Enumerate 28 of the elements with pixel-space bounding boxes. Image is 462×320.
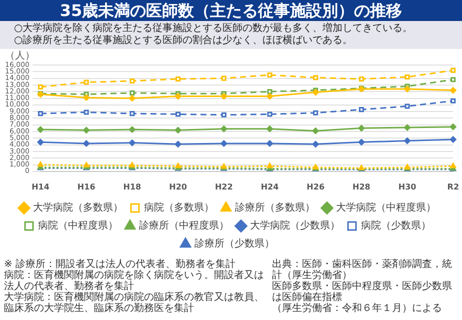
legend-label: 大学病院（少数県） — [250, 220, 340, 232]
y-axis-title: （人） — [5, 50, 35, 62]
x-tick-label: H20 — [169, 182, 188, 192]
text: 医師多数県・医師中程度県・医師少数県は医師偏在指標 — [272, 281, 453, 303]
chart-title: 35歳未満の医師数（主たる従事施設別）の推移 — [0, 0, 462, 21]
text: （厚生労働省：令和６年１月）による — [272, 303, 443, 314]
legend-label: 診療所（少数県） — [194, 238, 274, 250]
x-tick-label: H28 — [352, 182, 371, 192]
source-note: 出典：医師・歯科医師・薬剤師調査，統計（厚生労働省） — [272, 259, 453, 281]
x-tick-label: H26 — [306, 182, 325, 192]
text: 大学病院：医育機関附属の病院の臨床系の教官又は教員、臨床系の大学院生、臨床系の勤務医を集計 — [4, 292, 265, 314]
x-tick-label: H14 — [32, 182, 50, 192]
x-tick-label: R2 — [447, 182, 460, 192]
legend-label: 病院（少数県） — [361, 220, 431, 232]
text: 病院：医育機関附属の病院を除く病院をいう。開設者又は法人の代表者、勤務者を集計 — [4, 270, 265, 292]
legend-label: 病院（多数県） — [144, 202, 214, 214]
x-tick-label: H16 — [77, 182, 96, 192]
legend-label: 診療所（多数県） — [235, 202, 315, 214]
legend-label: 大学病院（中程度県） — [336, 202, 436, 214]
legend-label: 診療所（中程度県） — [139, 220, 229, 232]
legend-label: 病院（中程度県） — [38, 220, 118, 232]
x-tick-label: H18 — [123, 182, 142, 192]
x-tick-label: H24 — [260, 182, 280, 192]
x-tick-label: H30 — [398, 182, 417, 192]
legend-label: 大学病院（多数県） — [33, 202, 123, 214]
chart-subtitle: ○大学病院を除く病院を主たる従事施設とする医師の数が最も多く、増加してきている。 ○診療所を主たる従事施設とする医師の割合は少なく、ほぼ横ばいである。 — [14, 23, 414, 47]
x-tick-label: H22 — [214, 182, 233, 192]
text: ※ 診療所：開設者又は法人の代表者、勤務者を集計 — [4, 259, 236, 270]
